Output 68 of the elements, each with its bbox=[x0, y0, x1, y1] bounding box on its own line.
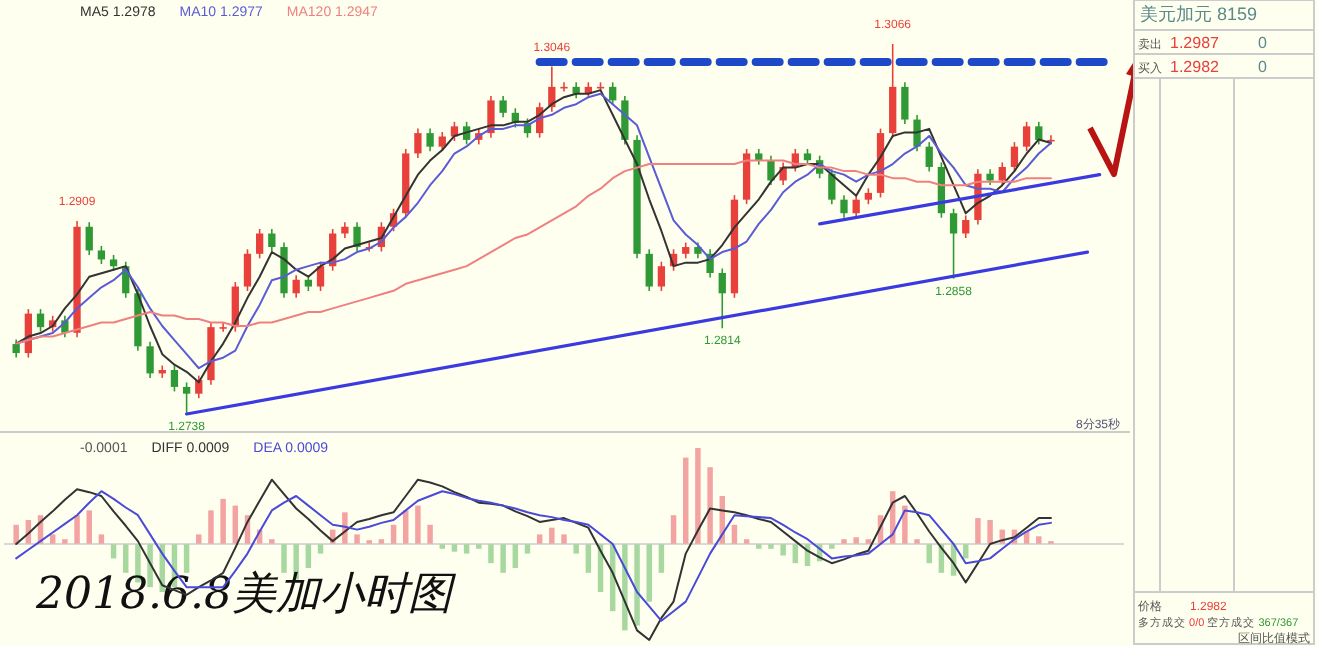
bar bbox=[975, 518, 981, 544]
candlestick bbox=[742, 148, 751, 205]
candlestick bbox=[998, 161, 1006, 186]
bar bbox=[13, 524, 19, 544]
candlestick bbox=[657, 260, 666, 292]
candlestick bbox=[243, 248, 252, 292]
bar bbox=[695, 448, 701, 544]
candlestick bbox=[97, 245, 106, 265]
candlestick bbox=[170, 364, 179, 393]
bar bbox=[488, 544, 494, 564]
text: 0 bbox=[1258, 34, 1268, 52]
bar bbox=[74, 515, 80, 544]
candlestick bbox=[962, 214, 970, 239]
text: 美元加元 8159 bbox=[1140, 4, 1258, 24]
candlestick bbox=[280, 241, 288, 299]
bar bbox=[561, 534, 567, 544]
candlestick bbox=[852, 194, 860, 219]
bar bbox=[220, 498, 226, 544]
bar bbox=[549, 527, 555, 544]
candlestick bbox=[1010, 141, 1019, 173]
candlestick bbox=[949, 207, 958, 280]
bar bbox=[683, 457, 689, 544]
bar bbox=[902, 505, 908, 544]
bar bbox=[987, 520, 993, 544]
bar bbox=[646, 544, 652, 602]
candlestick bbox=[36, 308, 45, 333]
candlestick bbox=[316, 260, 325, 292]
bar bbox=[208, 510, 214, 544]
bar bbox=[634, 544, 640, 626]
candlestick bbox=[146, 341, 154, 379]
candlestick bbox=[499, 95, 507, 119]
candlestick bbox=[828, 168, 836, 205]
text: 2018.6.8美加小时图 bbox=[34, 570, 458, 620]
bar bbox=[573, 544, 579, 554]
candlestick bbox=[645, 248, 653, 292]
bar bbox=[427, 524, 433, 544]
bar bbox=[281, 544, 287, 573]
candlestick bbox=[182, 381, 191, 415]
candlestick bbox=[268, 228, 276, 253]
bar bbox=[500, 544, 506, 573]
candlestick bbox=[414, 127, 422, 159]
bar bbox=[415, 505, 421, 544]
bar bbox=[86, 510, 92, 544]
candlestick bbox=[12, 338, 20, 359]
bar bbox=[707, 467, 713, 544]
candlestick bbox=[85, 221, 93, 256]
text: 0 bbox=[1258, 58, 1268, 76]
text: 1.2982 bbox=[1170, 58, 1221, 76]
bar bbox=[926, 544, 932, 564]
candlestick bbox=[426, 127, 434, 152]
candlestick bbox=[256, 228, 264, 260]
bar bbox=[780, 544, 786, 556]
candlestick bbox=[840, 194, 848, 219]
candlestick bbox=[901, 81, 909, 125]
text: 1.2987 bbox=[1170, 34, 1221, 52]
candlestick bbox=[450, 121, 459, 142]
candlestick bbox=[292, 274, 300, 299]
candlestick bbox=[1022, 121, 1031, 152]
candlestick bbox=[609, 81, 617, 106]
candlestick bbox=[889, 43, 897, 139]
bar bbox=[354, 534, 360, 544]
bar bbox=[1036, 536, 1042, 544]
candlestick bbox=[353, 221, 361, 253]
bar bbox=[196, 534, 202, 544]
candlestick bbox=[718, 267, 726, 330]
candlestick bbox=[219, 321, 227, 333]
candlestick bbox=[925, 141, 933, 173]
bar bbox=[853, 537, 859, 544]
